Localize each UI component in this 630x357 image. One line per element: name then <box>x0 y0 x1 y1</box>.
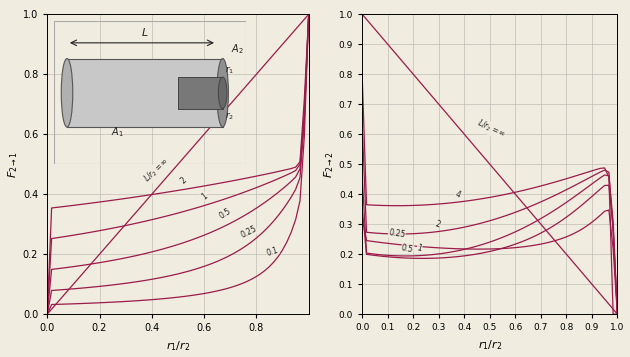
Text: 0.25: 0.25 <box>387 228 406 240</box>
X-axis label: $r_1/r_2$: $r_1/r_2$ <box>478 338 502 352</box>
Polygon shape <box>67 59 222 127</box>
Ellipse shape <box>217 59 229 127</box>
Text: $r_2$: $r_2$ <box>224 111 234 122</box>
Text: $A_2$: $A_2$ <box>231 42 244 56</box>
Text: $L$: $L$ <box>141 26 149 38</box>
Text: $r_1$: $r_1$ <box>224 65 234 76</box>
Text: $A_1$: $A_1$ <box>111 126 124 140</box>
Ellipse shape <box>219 77 227 109</box>
Text: 2: 2 <box>178 175 188 185</box>
Text: 1: 1 <box>200 191 209 201</box>
Text: 0.25: 0.25 <box>239 225 258 240</box>
Text: 4: 4 <box>454 190 462 200</box>
Y-axis label: $F_{2 \rightarrow 1}$: $F_{2 \rightarrow 1}$ <box>6 151 20 178</box>
Text: 0.1: 0.1 <box>265 245 279 257</box>
Polygon shape <box>178 77 222 109</box>
Text: $L/r_2 = \infty$: $L/r_2 = \infty$ <box>474 117 508 141</box>
Text: $L/r_2 = \infty$: $L/r_2 = \infty$ <box>142 155 173 185</box>
X-axis label: $r_1/r_2$: $r_1/r_2$ <box>166 339 190 353</box>
Text: 0.5: 0.5 <box>217 207 232 221</box>
Y-axis label: $F_{2 \rightarrow 2}$: $F_{2 \rightarrow 2}$ <box>323 151 336 178</box>
Ellipse shape <box>61 59 73 127</box>
Text: 2: 2 <box>433 220 441 230</box>
Text: 0.5: 0.5 <box>401 243 415 255</box>
Text: 1: 1 <box>416 243 423 253</box>
